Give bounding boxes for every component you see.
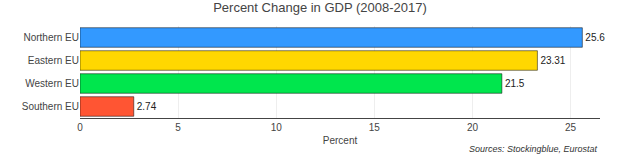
- svg-text:25: 25: [565, 122, 577, 133]
- svg-text:21.5: 21.5: [505, 78, 525, 89]
- svg-text:Southern EU: Southern EU: [22, 101, 79, 112]
- svg-text:Eastern EU: Eastern EU: [28, 55, 79, 66]
- svg-text:Northern EU: Northern EU: [23, 32, 79, 43]
- svg-text:25.6: 25.6: [585, 32, 605, 43]
- svg-text:Sources: Stockingblue, Eurosta: Sources: Stockingblue, Eurostat: [469, 144, 598, 154]
- svg-text:Western EU: Western EU: [25, 78, 79, 89]
- svg-text:5: 5: [175, 122, 181, 133]
- svg-text:20: 20: [467, 122, 479, 133]
- svg-text:10: 10: [271, 122, 283, 133]
- svg-text:15: 15: [369, 122, 381, 133]
- svg-text:0: 0: [77, 122, 83, 133]
- svg-text:Percent Change in GDP (2008-20: Percent Change in GDP (2008-2017): [213, 0, 427, 15]
- svg-text:2.74: 2.74: [137, 101, 157, 112]
- svg-text:23.31: 23.31: [540, 55, 565, 66]
- svg-text:Percent: Percent: [323, 135, 358, 146]
